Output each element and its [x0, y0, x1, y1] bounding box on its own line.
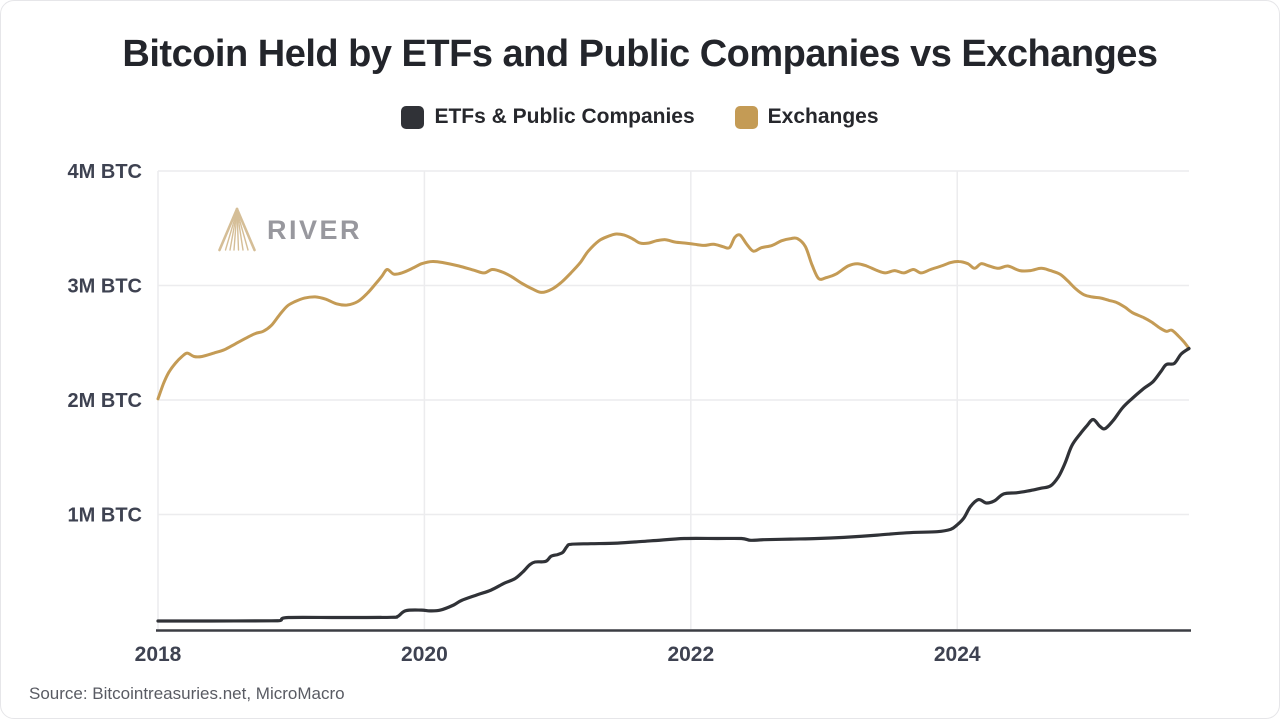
y-axis-tick-label: 3M BTC [68, 276, 142, 298]
x-axis-tick-label: 2018 [135, 643, 182, 666]
etfs-public-companies-line [156, 346, 1191, 623]
y-axis-tick-label: 1M BTC [68, 505, 142, 527]
x-axis-tick-label: 2024 [934, 643, 981, 666]
legend-label-etfs: ETFs & Public Companies [434, 105, 695, 128]
x-axis-tick-label: 2022 [667, 643, 714, 666]
chart-legend: ETFs & Public Companies Exchanges [1, 105, 1279, 129]
exchanges-legend-swatch-icon [734, 105, 758, 129]
y-axis-tick-label: 2M BTC [68, 390, 142, 412]
y-axis-tick-label: 4M BTC [68, 161, 142, 183]
chart-title: Bitcoin Held by ETFs and Public Companie… [122, 33, 1158, 75]
legend-item-exchanges: Exchanges [734, 105, 879, 129]
exchanges-line [156, 232, 1191, 401]
x-axis-tick-label: 2020 [401, 643, 448, 666]
etfs-legend-swatch-icon [401, 105, 425, 129]
legend-item-etfs: ETFs & Public Companies [401, 105, 695, 129]
legend-label-exchanges: Exchanges [767, 105, 879, 128]
source-note: Source: Bitcointreasuries.net, MicroMacr… [29, 684, 345, 703]
